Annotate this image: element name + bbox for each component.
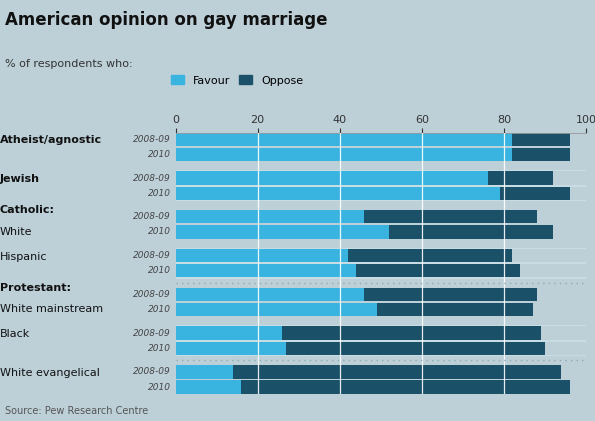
Text: White mainstream: White mainstream [0, 304, 103, 314]
Text: 2010: 2010 [148, 227, 171, 237]
Bar [176, 131, 586, 163]
Text: 2010: 2010 [148, 344, 171, 353]
Bar [541, 327, 586, 340]
Bar [241, 381, 569, 394]
Bar [176, 187, 500, 200]
Text: Catholic:: Catholic: [0, 205, 55, 215]
Text: 2010: 2010 [148, 150, 171, 159]
Bar [512, 249, 586, 262]
Bar [286, 341, 545, 355]
Bar [500, 187, 569, 200]
Text: 2008-09: 2008-09 [133, 212, 171, 221]
Text: Atheist/agnostic: Atheist/agnostic [0, 135, 102, 145]
Bar [176, 148, 512, 161]
Text: American opinion on gay marriage: American opinion on gay marriage [5, 11, 327, 29]
Bar [176, 210, 364, 224]
Bar [533, 303, 586, 316]
Bar [176, 325, 586, 356]
Bar [521, 264, 586, 277]
Legend: Favour, Oppose: Favour, Oppose [166, 71, 308, 90]
Bar [176, 341, 286, 355]
Text: 2008-09: 2008-09 [133, 251, 171, 260]
Bar [537, 288, 586, 301]
Bar [545, 341, 586, 355]
Bar [356, 264, 521, 277]
Bar [537, 210, 586, 224]
Text: 2008-09: 2008-09 [133, 290, 171, 299]
Text: % of respondents who:: % of respondents who: [5, 59, 132, 69]
Bar [176, 209, 586, 240]
Bar [176, 264, 356, 277]
Text: Source: Pew Research Centre: Source: Pew Research Centre [5, 406, 148, 416]
Text: Protestant:: Protestant: [0, 283, 71, 293]
Bar [282, 327, 541, 340]
Bar [562, 365, 586, 378]
Text: 2010: 2010 [148, 305, 171, 314]
Bar [569, 133, 586, 146]
Bar [176, 248, 586, 279]
Text: 2008-09: 2008-09 [133, 135, 171, 144]
Text: White: White [0, 227, 33, 237]
Bar [176, 303, 377, 316]
Bar [364, 288, 537, 301]
Text: 2010: 2010 [148, 266, 171, 275]
Text: Black: Black [0, 329, 30, 339]
Bar [512, 133, 569, 146]
Bar [176, 364, 586, 395]
Bar [176, 225, 389, 239]
Text: White evangelical: White evangelical [0, 368, 100, 378]
Bar [569, 381, 586, 394]
Text: 2008-09: 2008-09 [133, 329, 171, 338]
Bar [364, 210, 537, 224]
Bar [553, 225, 586, 239]
Bar [176, 327, 282, 340]
Bar [569, 148, 586, 161]
Bar [176, 381, 241, 394]
Bar [389, 225, 553, 239]
Bar [377, 303, 533, 316]
Bar [348, 249, 512, 262]
Bar [512, 148, 569, 161]
Bar [176, 170, 586, 201]
Text: 2010: 2010 [148, 189, 171, 197]
Bar [569, 187, 586, 200]
Text: 2008-09: 2008-09 [133, 368, 171, 376]
Bar [233, 365, 562, 378]
Bar [176, 171, 487, 185]
Text: Jewish: Jewish [0, 174, 40, 184]
Text: 2008-09: 2008-09 [133, 173, 171, 183]
Bar [487, 171, 553, 185]
Text: 2010: 2010 [148, 383, 171, 392]
Bar [176, 133, 512, 146]
Bar [176, 365, 233, 378]
Bar [176, 249, 348, 262]
Bar [176, 286, 586, 317]
Bar [176, 288, 364, 301]
Bar [553, 171, 586, 185]
Text: Hispanic: Hispanic [0, 251, 48, 261]
